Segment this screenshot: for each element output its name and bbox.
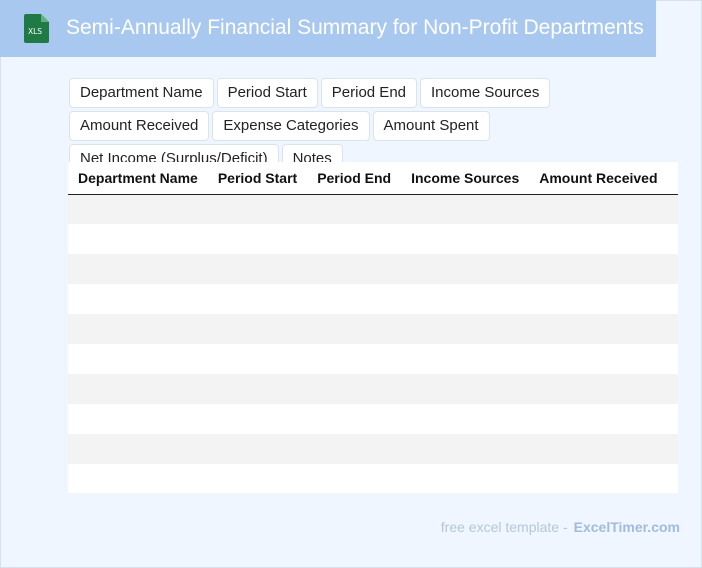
data-table-container[interactable]: Department Name Period Start Period End Inc…	[68, 162, 678, 493]
table-cell[interactable]	[401, 464, 530, 493]
table-cell[interactable]	[401, 434, 530, 464]
xls-icon-label: XLS	[28, 27, 42, 36]
column-tag[interactable]: Department Name	[69, 78, 214, 108]
table-cell[interactable]	[401, 314, 530, 344]
table-row	[68, 254, 678, 284]
table-cell[interactable]	[667, 374, 678, 404]
table-cell[interactable]	[307, 224, 402, 254]
table-cell[interactable]	[529, 374, 668, 404]
table-cell[interactable]	[207, 254, 308, 284]
table-cell[interactable]	[401, 194, 530, 224]
column-tag[interactable]: Income Sources	[420, 78, 551, 108]
table-cell[interactable]	[529, 434, 668, 464]
column-tag[interactable]: Amount Spent	[372, 111, 490, 141]
table-cell[interactable]	[529, 464, 668, 493]
table-cell[interactable]	[667, 344, 678, 374]
table-cell[interactable]	[667, 254, 678, 284]
footer-prefix: free excel template -	[440, 519, 568, 535]
table-cell[interactable]	[529, 194, 668, 224]
table-cell[interactable]	[307, 194, 402, 224]
table-header-cell: Period Start	[207, 162, 308, 195]
table-cell[interactable]	[68, 224, 208, 254]
table-cell[interactable]	[307, 374, 402, 404]
table-cell[interactable]	[307, 464, 402, 493]
table-header-row: Department Name Period Start Period End Inc…	[68, 162, 678, 195]
table-cell[interactable]	[207, 314, 308, 344]
table-cell[interactable]	[68, 284, 208, 314]
table-cell[interactable]	[207, 344, 308, 374]
table-header-cell: Department Name	[68, 162, 208, 195]
table-header-cell: Period End	[307, 162, 402, 195]
header-banner: XLS Semi-Annually Financial Summary for …	[0, 0, 656, 57]
table-row	[68, 374, 678, 404]
table-header-cell: Expense Categories	[667, 162, 678, 195]
table-cell[interactable]	[68, 374, 208, 404]
table-cell[interactable]	[529, 254, 668, 284]
table-cell[interactable]	[667, 284, 678, 314]
table-cell[interactable]	[667, 464, 678, 493]
table-row	[68, 404, 678, 434]
table-row	[68, 314, 678, 344]
column-tag[interactable]: Period Start	[216, 78, 318, 108]
table-row	[68, 464, 678, 493]
table-row	[68, 194, 678, 224]
table-cell[interactable]	[667, 434, 678, 464]
table-cell[interactable]	[68, 464, 208, 493]
table-cell[interactable]	[401, 254, 530, 284]
table-row	[68, 224, 678, 254]
table-cell[interactable]	[529, 284, 668, 314]
column-tag[interactable]: Period End	[320, 78, 417, 108]
table-cell[interactable]	[307, 404, 402, 434]
table-cell[interactable]	[401, 344, 530, 374]
table-cell[interactable]	[401, 374, 530, 404]
table-row	[68, 284, 678, 314]
table-cell[interactable]	[307, 284, 402, 314]
xls-file-icon: XLS	[24, 14, 49, 43]
table-cell[interactable]	[307, 434, 402, 464]
table-cell[interactable]	[307, 254, 402, 284]
table-row	[68, 434, 678, 464]
table-cell[interactable]	[529, 314, 668, 344]
table-cell[interactable]	[68, 404, 208, 434]
table-cell[interactable]	[529, 344, 668, 374]
table-cell[interactable]	[207, 284, 308, 314]
table-cell[interactable]	[307, 344, 402, 374]
table-header-cell: Income Sources	[401, 162, 530, 195]
table-row	[68, 344, 678, 374]
table-cell[interactable]	[667, 404, 678, 434]
table-cell[interactable]	[207, 434, 308, 464]
table-cell[interactable]	[207, 464, 308, 493]
table-cell[interactable]	[207, 404, 308, 434]
page-title: Semi-Annually Financial Summary for Non-…	[66, 16, 644, 39]
footer-brand-link[interactable]: ExcelTimer.com	[573, 519, 680, 535]
table-cell[interactable]	[207, 374, 308, 404]
table-cell[interactable]	[667, 314, 678, 344]
table-cell[interactable]	[401, 224, 530, 254]
table-cell[interactable]	[401, 284, 530, 314]
table-header-cell: Amount Received	[529, 162, 668, 195]
table-cell[interactable]	[401, 404, 530, 434]
table-cell[interactable]	[207, 224, 308, 254]
table-cell[interactable]	[68, 434, 208, 464]
column-tag[interactable]: Expense Categories	[212, 111, 370, 141]
table-cell[interactable]	[529, 404, 668, 434]
table-cell[interactable]	[529, 224, 668, 254]
table-cell[interactable]	[207, 194, 308, 224]
table-cell[interactable]	[68, 314, 208, 344]
footer-credit: free excel template - ExcelTimer.com	[441, 519, 680, 535]
data-table: Department Name Period Start Period End Inc…	[68, 162, 678, 493]
table-cell[interactable]	[667, 224, 678, 254]
table-cell[interactable]	[307, 314, 402, 344]
column-tag-list: Department Name Period Start Period End Inc…	[69, 78, 689, 174]
column-tag[interactable]: Amount Received	[69, 111, 210, 141]
table-cell[interactable]	[68, 344, 208, 374]
table-cell[interactable]	[68, 254, 208, 284]
table-cell[interactable]	[68, 194, 208, 224]
table-cell[interactable]	[667, 194, 678, 224]
